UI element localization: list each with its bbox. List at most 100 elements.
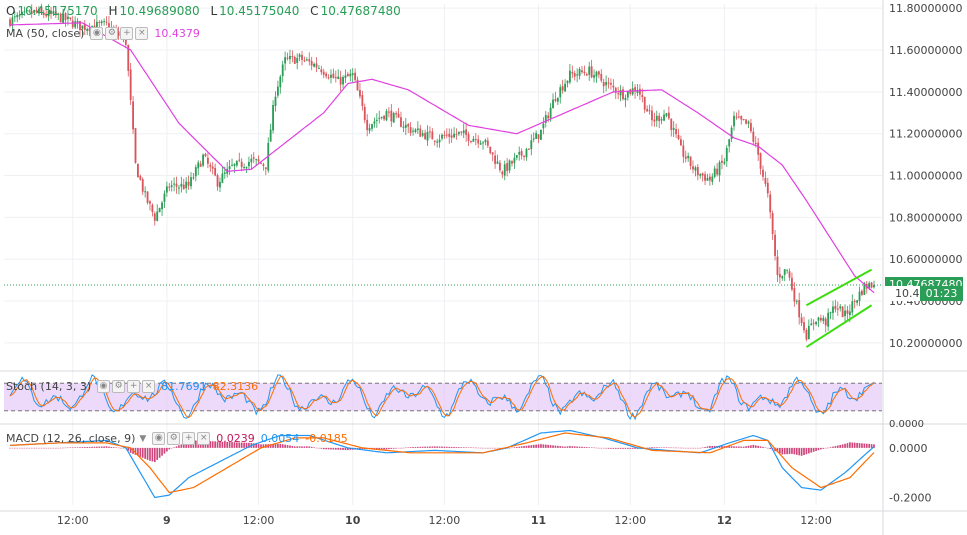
macd-hist-bar [861,443,863,448]
macd-hist-bar [35,447,38,449]
candle [583,65,586,76]
plus-icon[interactable]: + [127,380,141,393]
macd-legend[interactable]: MACD (12, 26, close, 9) ▼ ◉ ⚙ + × 0.0239… [6,432,354,445]
candle-body [16,14,19,18]
candle [467,131,470,146]
eye-icon[interactable]: ◉ [97,380,111,393]
candle [450,128,453,143]
candle-body [346,73,349,77]
candle [856,299,859,306]
macd-hist-bar [380,447,383,450]
macd-hist-bar [496,447,499,449]
macd-hist-bar [851,442,854,448]
candle-body [281,64,284,77]
macd-hist-bar [781,447,784,455]
macd-hist-bar [93,446,96,448]
candle [600,69,603,83]
x-tick-label: 9 [163,514,171,527]
macd-hist-bar [750,445,752,448]
close-icon[interactable]: × [142,380,156,393]
candle [617,86,620,100]
candle [817,316,820,328]
candle-body [667,112,670,119]
candle-body [269,129,272,142]
macd-hist-bar [274,443,277,448]
candle [812,319,815,331]
candle-body [851,301,854,313]
candle-body [571,72,574,74]
eye-icon[interactable]: ◉ [90,27,104,40]
close-icon[interactable]: × [197,432,211,445]
macd-hist-bar [16,447,19,449]
candle-body [759,153,762,169]
y-tick-label: 10.80000000 [889,211,962,224]
macd-hist-bar [549,445,552,448]
candle [426,125,429,146]
macd-hist-bar [219,441,221,448]
candle-body [605,82,608,86]
candle [508,159,511,174]
candle [149,200,151,211]
macd-hist-bar [28,447,31,449]
macd-hist-bar [412,447,414,448]
plus-icon[interactable]: + [182,432,196,445]
candle [711,173,714,186]
y-tick-label: 10.20000000 [889,337,962,350]
candle-body [50,10,52,14]
candle-body [472,138,475,142]
macd-hist-bar [484,447,487,449]
macd-hist-bar [791,447,793,454]
macd-hist-bar [23,447,26,449]
gear-icon[interactable]: ⚙ [105,27,119,40]
plus-icon[interactable]: + [120,27,134,40]
gear-icon[interactable]: ⚙ [167,432,181,445]
chevron-down-icon[interactable]: ▼ [139,433,147,444]
candle-body [30,11,33,14]
stoch-legend[interactable]: Stoch (14, 3, 3) ◉ ⚙ + × 81.7691 82.3136 [6,380,264,393]
macd-hist-bar [513,447,516,448]
candle [448,128,451,144]
close-icon[interactable]: × [135,27,149,40]
candle [781,275,784,281]
candle-body [725,147,728,162]
candle-body [168,186,171,188]
ma-legend-value: 10.4379 [154,27,200,40]
candle-body [573,73,576,77]
candle [578,67,581,80]
candle [202,153,204,168]
candle [346,71,349,77]
candle [518,146,521,161]
gear-icon[interactable]: ⚙ [112,380,126,393]
macd-hist-bar [530,445,533,448]
ma-legend[interactable]: MA (50, close) ◉ ⚙ + × 10.4379 [6,27,206,40]
macd-hist-bar [286,445,289,448]
macd-hist-bar [651,447,653,448]
candle [684,150,687,163]
open-label: O [6,4,16,18]
candle-body [735,116,738,118]
candle [689,156,692,170]
macd-hist-bar [581,446,583,448]
macd-hist-bar [303,446,306,448]
candle-body [407,124,410,127]
macd-hist-bar [313,447,315,448]
candle-body [223,172,226,174]
candle [614,86,617,100]
candle-body [581,70,583,73]
candle-body [491,152,494,155]
candle [672,121,675,137]
candle [585,72,588,76]
macd-hist-bar [385,447,388,450]
candle [783,269,786,282]
eye-icon[interactable]: ◉ [152,432,166,445]
macd-hist-bar [537,444,540,448]
candle [829,311,832,320]
candle-body [192,177,195,179]
macd-hist-bar [614,447,617,449]
candle [375,113,378,128]
candle [322,68,325,79]
candle-body [330,74,332,78]
candle [105,16,108,26]
candle-body [62,13,65,23]
